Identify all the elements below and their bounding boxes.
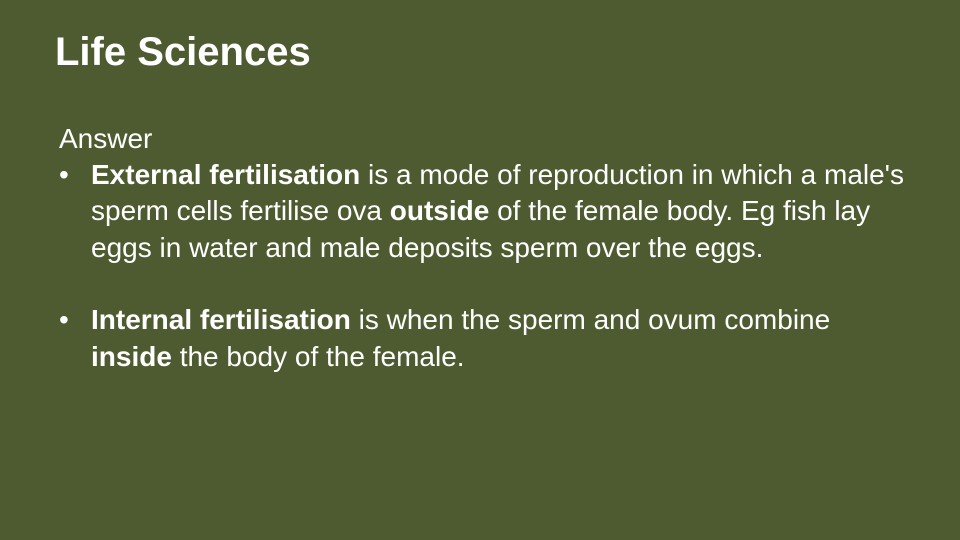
answer-label: Answer <box>55 123 905 155</box>
text-segment: outside <box>390 195 490 226</box>
bullet-1-text: External fertilisation is a mode of repr… <box>91 157 905 266</box>
text-segment: Internal fertilisation <box>91 304 351 335</box>
slide-title: Life Sciences <box>55 30 905 75</box>
text-segment: inside <box>91 341 172 372</box>
bullet-marker: • <box>59 157 91 193</box>
text-segment: External fertilisation <box>91 159 360 190</box>
text-segment: the body of the female. <box>172 341 465 372</box>
bullet-marker: • <box>59 302 91 338</box>
bullet-1: • External fertilisation is a mode of re… <box>55 157 905 266</box>
bullet-2-text: Internal fertilisation is when the sperm… <box>91 302 905 375</box>
text-segment: is when the sperm and ovum combine <box>351 304 830 335</box>
bullet-2: • Internal fertilisation is when the spe… <box>55 302 905 375</box>
